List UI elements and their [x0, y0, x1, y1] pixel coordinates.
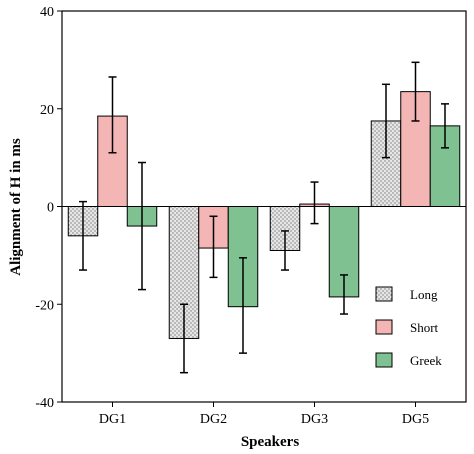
- y-tick-label: 0: [47, 201, 54, 216]
- axes: -40 -20 0 20 40 DG1 DG2 DG3 DG5: [35, 5, 467, 427]
- x-tick-label: DG5: [402, 412, 429, 427]
- y-tick-label: -20: [35, 298, 54, 313]
- plot-area: [67, 61, 461, 374]
- x-tick-label: DG3: [301, 412, 328, 427]
- y-tick-label: 40: [40, 5, 54, 20]
- legend-label-long: Long: [410, 287, 438, 302]
- legend: Long Short Greek: [375, 286, 442, 368]
- legend-label-short: Short: [410, 320, 439, 335]
- y-tick-label: -40: [35, 396, 54, 411]
- x-tick-label: DG1: [99, 412, 126, 427]
- legend-swatch-greek: [375, 352, 393, 368]
- x-tick-label: DG2: [200, 412, 227, 427]
- legend-swatch-long: [375, 286, 393, 302]
- y-axis-title: Alignment of H in ms: [8, 138, 24, 276]
- bar-short-dg5: [400, 91, 431, 207]
- legend-swatch-short: [375, 319, 393, 335]
- y-tick-label: 20: [40, 103, 54, 118]
- legend-label-greek: Greek: [410, 353, 442, 368]
- x-axis-title: Speakers: [241, 434, 300, 450]
